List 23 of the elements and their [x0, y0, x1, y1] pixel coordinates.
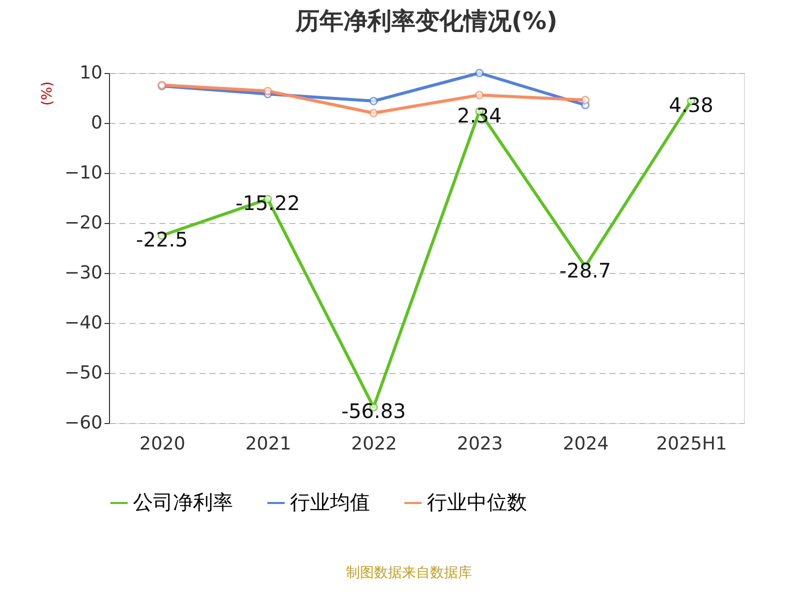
data-label: -28.7 [559, 258, 612, 282]
y-tick-label: 10 [80, 62, 102, 84]
y-tick-label: −50 [64, 362, 102, 384]
y-tick-label: 0 [91, 112, 102, 134]
y-tick-label: −30 [64, 262, 102, 284]
x-tick-label: 2025H1 [656, 434, 727, 454]
x-tick-label: 2020 [140, 434, 186, 454]
y-axis-title: (%) [40, 81, 56, 106]
x-tick-label: 2023 [457, 434, 503, 454]
y-tick-label: −10 [64, 162, 102, 184]
y-tick-label: −40 [64, 312, 102, 334]
data-label: -56.83 [341, 399, 406, 424]
x-tick-label: 2024 [562, 434, 609, 454]
text: 制图数据来自数据库 [346, 565, 472, 581]
legend-label: 公司净利率 [133, 490, 233, 514]
y-tick-label: −20 [64, 212, 102, 234]
chart-title: 历年净利率变化情况(%) [294, 7, 558, 35]
x-tick-label: 2022 [351, 434, 397, 454]
x-tick-label: 2021 [245, 434, 292, 454]
legend-label: 行业均值 [290, 490, 370, 514]
y-tick-label: −60 [64, 412, 102, 434]
data-label: -22.5 [136, 228, 188, 252]
legend-label: 行业中位数 [427, 490, 527, 514]
